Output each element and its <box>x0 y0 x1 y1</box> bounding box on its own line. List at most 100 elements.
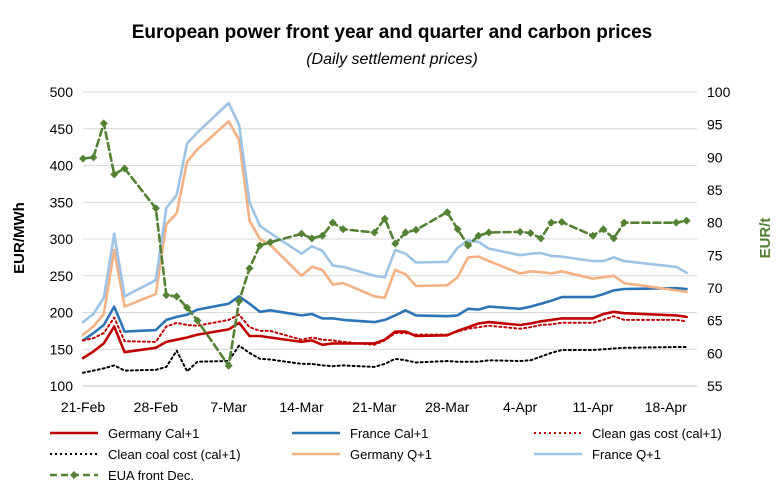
legend-item: France Q+1 <box>534 447 661 462</box>
data-point <box>339 225 348 234</box>
x-tick-label: 18-Apr <box>645 399 687 415</box>
data-point <box>99 119 108 128</box>
x-tick-label: 14-Mar <box>279 399 324 415</box>
data-point <box>464 241 473 250</box>
series-line <box>81 310 688 360</box>
data-point <box>245 264 254 273</box>
y2-tick-label: 90 <box>707 149 723 165</box>
legend-label: Clean coal cost (cal+1) <box>108 447 241 462</box>
legend-label: France Q+1 <box>592 447 661 462</box>
data-point <box>297 229 306 238</box>
legend-item: Germany Cal+1 <box>50 426 199 441</box>
legend-item: EUA front Dec. <box>50 468 194 483</box>
series-line <box>81 122 688 368</box>
y2-axis-title: EUR/t <box>757 218 774 259</box>
data-point <box>526 229 535 238</box>
series-line <box>81 286 688 342</box>
data-point <box>224 361 233 370</box>
y2-tick-label: 100 <box>707 84 731 100</box>
x-tick-label: 21-Mar <box>352 399 397 415</box>
data-point <box>536 234 545 243</box>
series-5 <box>81 101 688 324</box>
data-point <box>162 291 171 300</box>
y2-tick-label: 85 <box>707 182 723 198</box>
series-line <box>82 344 688 374</box>
y2-tick-label: 70 <box>707 280 723 296</box>
x-tick-label: 11-Apr <box>572 399 613 415</box>
data-point <box>412 225 421 234</box>
x-tick-label: 28-Feb <box>134 399 179 415</box>
chart-subtitle: (Daily settlement prices) <box>306 51 478 68</box>
y2-tick-label: 75 <box>707 247 723 263</box>
y-axis-title: EUR/MWh <box>11 202 28 274</box>
data-point <box>609 234 618 243</box>
data-point <box>151 204 160 213</box>
series-6 <box>79 119 691 370</box>
y-tick-label: 250 <box>50 268 74 284</box>
data-point <box>443 208 452 217</box>
data-point <box>266 238 275 247</box>
series-0 <box>81 310 688 360</box>
y-tick-label: 300 <box>50 231 74 247</box>
data-point <box>380 214 389 223</box>
y-tick-label: 150 <box>50 341 74 357</box>
y2-tick-label: 80 <box>707 215 723 231</box>
data-point <box>474 231 483 240</box>
data-point <box>328 218 337 227</box>
legend-label: EUA front Dec. <box>108 468 194 483</box>
series-3 <box>82 344 688 374</box>
y2-tick-label: 55 <box>707 378 723 394</box>
data-point <box>193 316 202 325</box>
data-point <box>183 303 192 312</box>
legend-marker <box>70 471 78 479</box>
legend-item: Clean coal cost (cal+1) <box>50 447 241 462</box>
data-point <box>682 216 691 225</box>
data-point <box>620 218 629 227</box>
data-point <box>370 228 379 237</box>
series-line <box>81 120 688 336</box>
x-tick-label: 28-Mar <box>425 399 470 415</box>
data-point <box>557 218 566 227</box>
y2-tick-label: 95 <box>707 117 723 133</box>
data-point <box>110 170 119 179</box>
data-point <box>89 153 98 162</box>
data-point <box>391 239 400 248</box>
y-tick-label: 450 <box>50 121 74 137</box>
data-point <box>79 154 87 163</box>
y-axis-left: 100 150 200 250 300 350 400 450 500 <box>50 84 74 394</box>
series-2 <box>82 313 688 346</box>
x-tick-label: 4-Apr <box>503 399 538 415</box>
legend-item: France Cal+1 <box>292 426 428 441</box>
data-point <box>484 228 493 237</box>
x-tick-label: 21-Feb <box>61 399 106 415</box>
data-point <box>318 231 327 240</box>
grid <box>83 91 697 387</box>
x-tick-label: 7-Mar <box>210 399 247 415</box>
series-4 <box>81 120 688 336</box>
data-point <box>672 218 681 227</box>
series-line <box>81 101 688 324</box>
y-tick-label: 200 <box>50 305 74 321</box>
y-tick-label: 350 <box>50 194 74 210</box>
data-point <box>401 228 410 237</box>
y-tick-label: 500 <box>50 84 74 100</box>
data-point <box>516 227 525 236</box>
series-line <box>82 313 688 346</box>
data-point <box>307 234 316 243</box>
y-tick-label: 400 <box>50 158 74 174</box>
data-point <box>547 218 556 227</box>
legend-label: Germany Q+1 <box>350 447 432 462</box>
data-point <box>255 241 264 250</box>
legend-item: Germany Q+1 <box>292 447 432 462</box>
y-axis-right: 55 60 65 70 75 80 85 90 95 100 <box>707 84 731 394</box>
series-layer <box>79 101 691 374</box>
legend: Germany Cal+1 France Cal+1 Clean gas cost … <box>50 426 722 483</box>
data-point <box>453 225 462 234</box>
legend-label: Germany Cal+1 <box>108 426 199 441</box>
legend-label: France Cal+1 <box>350 426 428 441</box>
data-point <box>120 164 129 173</box>
chart-title: European power front year and quarter an… <box>132 22 653 43</box>
legend-item: Clean gas cost (cal+1) <box>534 426 722 441</box>
data-point <box>599 225 608 234</box>
